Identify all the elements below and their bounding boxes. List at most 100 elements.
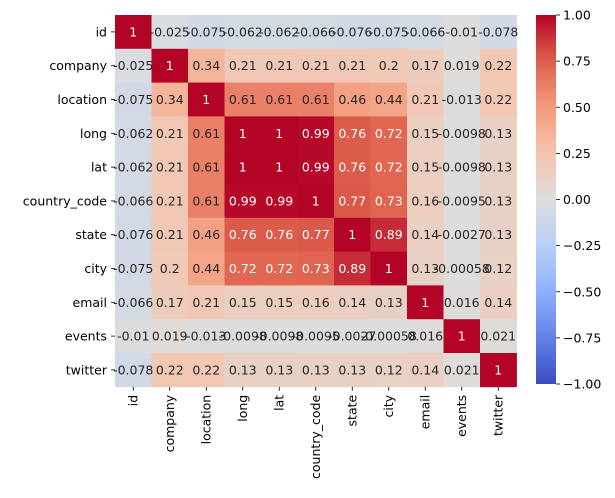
cell-value-label: -0.0098 <box>219 329 267 344</box>
x-tick-label-lat: lat <box>272 395 287 411</box>
cell-value-label: 0.14 <box>411 227 439 242</box>
cell-value-label: 1 <box>458 329 466 344</box>
cell-value-label: 0.44 <box>192 261 220 276</box>
cell-value-label: 0.21 <box>192 295 220 310</box>
heatmap-cell-state-email <box>407 217 444 252</box>
heatmap-cell-long-state <box>334 116 371 151</box>
heatmap-cell-email-state <box>334 285 371 320</box>
cell-value-label: 0.13 <box>302 362 330 377</box>
heatmap-cell-email-email <box>407 285 444 320</box>
heatmap-cell-location-long <box>224 82 262 117</box>
heatmap-cell-lat-location <box>188 150 225 185</box>
heatmap-cell-city-events <box>443 251 481 286</box>
cell-value-label: 0.17 <box>156 295 184 310</box>
cell-value-label: 1 <box>348 227 356 242</box>
y-tick-label-lat: lat <box>91 160 107 175</box>
cell-value-label: -0.066 <box>405 24 445 39</box>
heatmap-cell-id-long <box>224 15 262 50</box>
heatmap-cell-long-country_code <box>297 116 335 151</box>
x-tick-label-twitter: twitter <box>491 394 506 436</box>
y-tick-label-state: state <box>75 227 107 242</box>
x-tick-label-email: email <box>418 395 433 429</box>
heatmap-cell-labels: 1 -0.025-0.075-0.062-0.062-0.066-0.076-0.… <box>113 24 518 377</box>
cell-value-label: 1 <box>239 160 247 175</box>
heatmap-cell-events-twitter <box>480 319 517 354</box>
cell-value-label: 0.89 <box>375 227 403 242</box>
heatmap-cell-country_code-id <box>115 184 152 219</box>
cell-value-label: 0.72 <box>265 261 293 276</box>
cell-value-label: 0.46 <box>192 227 220 242</box>
heatmap-cell-events-long <box>224 319 262 354</box>
colorbar-tick-label: 0.25 <box>563 146 591 161</box>
cell-value-label: -0.013 <box>186 329 226 344</box>
cell-value-label: 0.61 <box>302 92 330 107</box>
heatmap-cell-id-location <box>188 15 225 50</box>
cell-value-label: 0.21 <box>338 58 366 73</box>
x-tick-label-state: state <box>345 394 360 426</box>
heatmap-cell-state-country_code <box>297 217 335 252</box>
cell-value-label: -0.062 <box>113 160 153 175</box>
cell-value-label: -0.076 <box>332 24 372 39</box>
cell-value-label: 0.73 <box>302 261 330 276</box>
cell-value-label: 0.21 <box>411 92 439 107</box>
cell-value-label: 0.34 <box>192 58 220 73</box>
cell-value-label: 1 <box>312 193 320 208</box>
y-tick-label-email: email <box>73 295 107 310</box>
cell-value-label: -0.062 <box>223 24 263 39</box>
heatmap-cell-company-events <box>443 48 481 83</box>
heatmap-cell-location-company <box>151 82 189 117</box>
heatmap-cell-lat-city <box>370 150 408 185</box>
heatmap-cell-twitter-location <box>188 353 225 388</box>
x-tick-label-events: events <box>454 395 469 437</box>
heatmap-cell-lat-long <box>224 150 262 185</box>
heatmap-cell-twitter-country_code <box>297 353 335 388</box>
cell-value-label: 0.019 <box>152 329 188 344</box>
heatmap-cell-company-country_code <box>297 48 335 83</box>
cell-value-label: 0.21 <box>302 58 330 73</box>
heatmap-cell-location-events <box>443 82 481 117</box>
cell-value-label: -0.075 <box>369 24 409 39</box>
colorbar: 1.00 0.75 0.50 0.25 0.00 −0.25 −0.50 −0.75 −1.00 <box>536 8 601 392</box>
heatmap-cell-company-email <box>407 48 444 83</box>
cell-value-label: -0.013 <box>442 92 482 107</box>
heatmap-cell-email-events <box>443 285 481 320</box>
cell-value-label: 0.13 <box>484 126 512 141</box>
heatmap-cell-twitter-id <box>115 353 152 388</box>
cell-value-label: -0.0027 <box>438 227 486 242</box>
colorbar-tick-label: −0.25 <box>563 238 601 253</box>
cell-value-label: 1 <box>129 24 137 39</box>
cell-value-label: 0.15 <box>411 126 439 141</box>
heatmap-cell-events-events <box>443 319 481 354</box>
cell-value-label: -0.00058 <box>434 261 490 276</box>
y-tick-label-twitter: twitter <box>66 362 108 377</box>
heatmap-cell-email-location <box>188 285 225 320</box>
heatmap-cell-twitter-company <box>151 353 189 388</box>
cell-value-label: 0.021 <box>444 362 480 377</box>
cell-value-label: -0.0098 <box>438 126 486 141</box>
cell-value-label: -0.0098 <box>438 160 486 175</box>
cell-value-label: 0.99 <box>302 160 330 175</box>
heatmap-cell-id-country_code <box>297 15 335 50</box>
heatmap-cell-city-company <box>151 251 189 286</box>
cell-value-label: -0.066 <box>113 295 153 310</box>
cell-value-label: -0.066 <box>113 193 153 208</box>
colorbar-tick-label: 0.50 <box>563 100 591 115</box>
cell-value-label: 1 <box>421 295 429 310</box>
cell-value-label: 0.76 <box>229 227 257 242</box>
cell-value-label: 0.2 <box>379 58 399 73</box>
cell-value-label: 0.17 <box>411 58 439 73</box>
cell-value-label: 1 <box>202 92 210 107</box>
heatmap-cell-id-company <box>151 15 189 50</box>
cell-value-label: 0.021 <box>480 329 516 344</box>
cell-value-label: 0.13 <box>484 227 512 242</box>
heatmap-cell-twitter-lat <box>261 353 298 388</box>
heatmap-cell-location-id <box>115 82 152 117</box>
cell-value-label: 0.21 <box>156 126 184 141</box>
y-tick-label-events: events <box>65 329 107 344</box>
cell-value-label: -0.0095 <box>438 193 486 208</box>
colorbar-tick-label: 1.00 <box>563 8 591 23</box>
x-tick-label-id: id <box>126 395 141 406</box>
heatmap-cell-id-twitter <box>480 15 517 50</box>
cell-value-label: 0.99 <box>229 193 257 208</box>
